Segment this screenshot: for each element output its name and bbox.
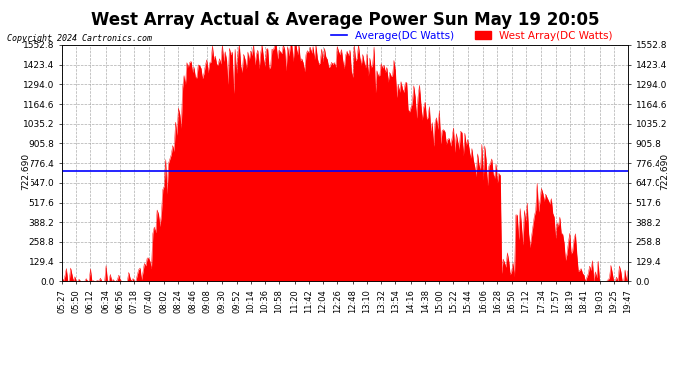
Text: Copyright 2024 Cartronics.com: Copyright 2024 Cartronics.com: [7, 34, 152, 43]
Text: West Array Actual & Average Power Sun May 19 20:05: West Array Actual & Average Power Sun Ma…: [91, 11, 599, 29]
Text: 722.690: 722.690: [21, 153, 30, 190]
Legend: Average(DC Watts), West Array(DC Watts): Average(DC Watts), West Array(DC Watts): [327, 27, 617, 45]
Text: 722.690: 722.690: [660, 153, 669, 190]
